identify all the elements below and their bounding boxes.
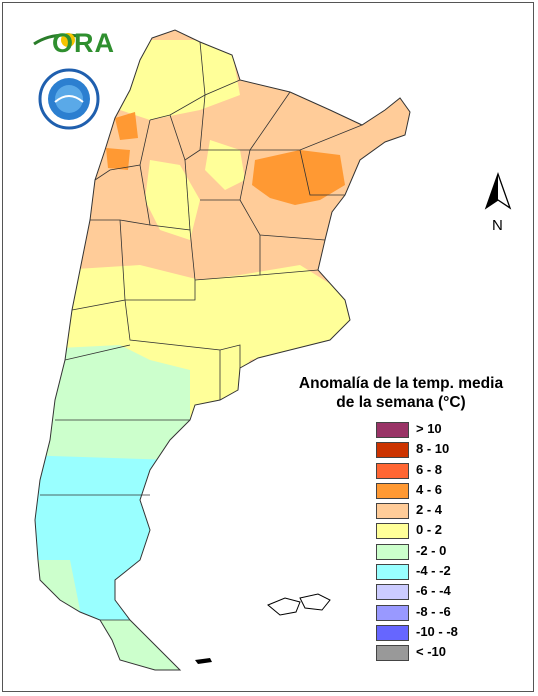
legend-swatch (376, 584, 409, 601)
ora-logo-text: ORA (52, 28, 115, 58)
mild-0-2-area (120, 40, 240, 120)
legend-swatch (376, 422, 409, 438)
legend-label: -8 - -6 (416, 603, 451, 619)
legend-swatch (376, 604, 409, 621)
legend-label: 4 - 6 (416, 481, 443, 497)
mild-0-2-area (205, 140, 245, 190)
ora-logo (33, 33, 79, 47)
legend-swatch (376, 482, 409, 499)
legend-swatch (376, 523, 409, 540)
legend-title: Anomalía de la temp. media de la semana … (292, 374, 510, 412)
institution-seal (38, 68, 100, 130)
legend-title-line2: de la semana (°C) (336, 394, 466, 411)
legend-swatch (376, 624, 409, 641)
legend-label: 0 - 2 (416, 522, 443, 538)
legend-swatch (376, 503, 409, 520)
legend-label: > 10 (416, 421, 442, 436)
legend-label: -10 - -8 (416, 623, 458, 639)
legend-label: 6 - 8 (416, 461, 443, 477)
island-detail (195, 658, 212, 664)
province-borders (40, 41, 363, 621)
north-arrow: N (484, 172, 512, 234)
legend-swatch (376, 645, 409, 662)
legend-swatch (376, 543, 409, 560)
legend-swatch (376, 564, 409, 581)
malvinas-islands (267, 593, 331, 616)
warm-4-6-area (252, 150, 345, 205)
legend-title-line1: Anomalía de la temp. media (298, 375, 504, 392)
north-label: N (492, 217, 503, 234)
cool-minus2-0-area (35, 345, 190, 470)
legend-label: -6 - -4 (416, 583, 451, 599)
legend-swatch (376, 442, 409, 459)
legend-swatch (376, 462, 409, 479)
cool-minus2-0-area (100, 620, 190, 670)
warm-4-6-area (106, 148, 130, 170)
legend-label: -2 - 0 (416, 542, 447, 558)
legend-label: < -10 (416, 644, 446, 660)
legend-label: -4 - -2 (416, 563, 451, 579)
warm-4-6-area (115, 112, 138, 140)
country-outline (34, 29, 411, 671)
legend-label: 8 - 10 (416, 441, 450, 457)
legend-label: 2 - 4 (416, 502, 443, 518)
